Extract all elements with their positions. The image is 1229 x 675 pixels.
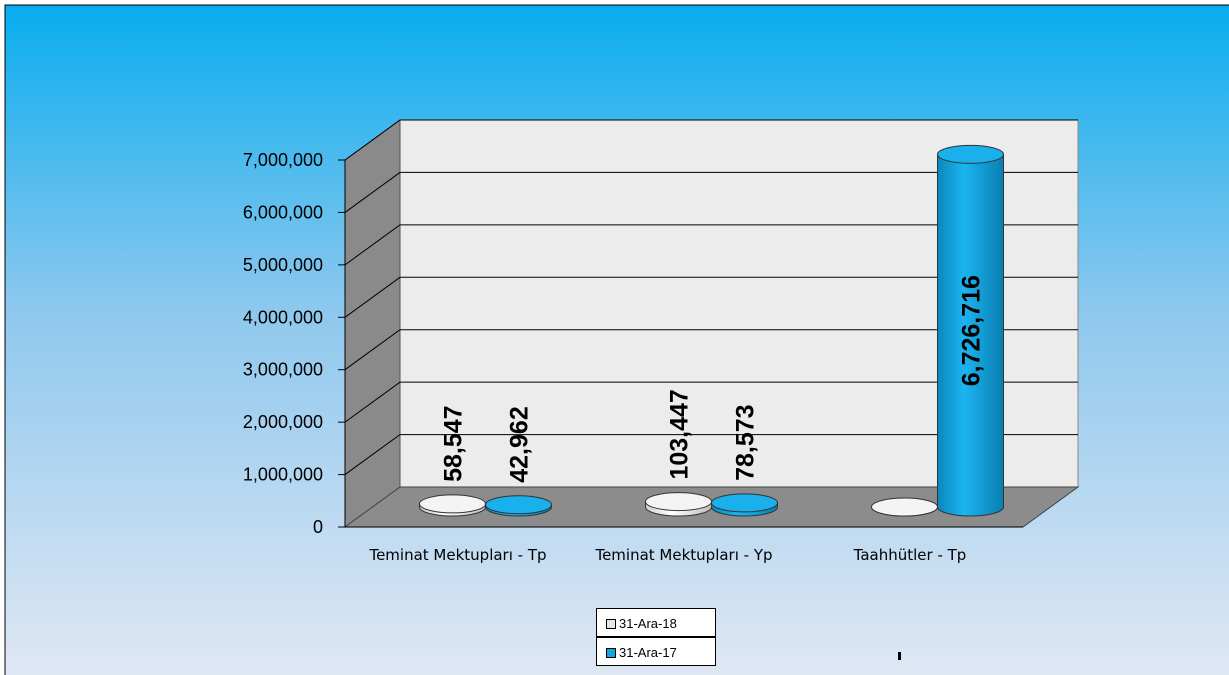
value-label: 6,726,716 [958,275,986,386]
x-tick-label: Teminat Mektupları - Yp [595,546,773,564]
value-label: 58,547 [440,405,468,481]
y-tick-label: 2,000,000 [243,412,323,432]
legend-label: 31-Ara-18 [619,616,677,631]
value-label: 42,962 [506,406,534,482]
legend-swatch [606,619,616,629]
legend-item: 31-Ara-17 [596,637,716,666]
y-tick-label: 3,000,000 [243,360,323,380]
grid-line [344,434,1078,475]
bar [937,153,1004,517]
legend-label: 31-Ara-17 [619,645,677,660]
side-wall [344,119,401,528]
value-label: 103,447 [666,389,694,479]
x-tick-label: Taahhütler - Tp [853,546,967,564]
y-tick-label: 7,000,000 [243,150,323,170]
y-tick-label: 6,000,000 [243,202,323,222]
grid-line [344,329,1078,371]
y-tick-label: 1,000,000 [243,465,323,485]
bar-top [485,495,552,515]
marker [898,652,901,660]
grid-line [344,224,1078,266]
bar-top [711,493,778,513]
x-tick-label: Teminat Mektupları - Tp [369,546,547,564]
bar-top [871,497,938,517]
legend-item: 31-Ara-18 [596,608,716,637]
y-tick-label: 4,000,000 [243,307,323,327]
y-tick-label: 5,000,000 [243,255,323,275]
grid-line [344,276,1078,318]
y-tick-label: 0 [313,517,323,537]
legend-swatch [606,648,616,658]
grid-line [344,381,1078,423]
bar-top [645,492,712,512]
bar-top [937,144,1004,164]
grid-line [344,171,1078,213]
value-label: 78,573 [732,404,760,480]
grid-line [344,119,1078,161]
bar-top [419,494,486,514]
